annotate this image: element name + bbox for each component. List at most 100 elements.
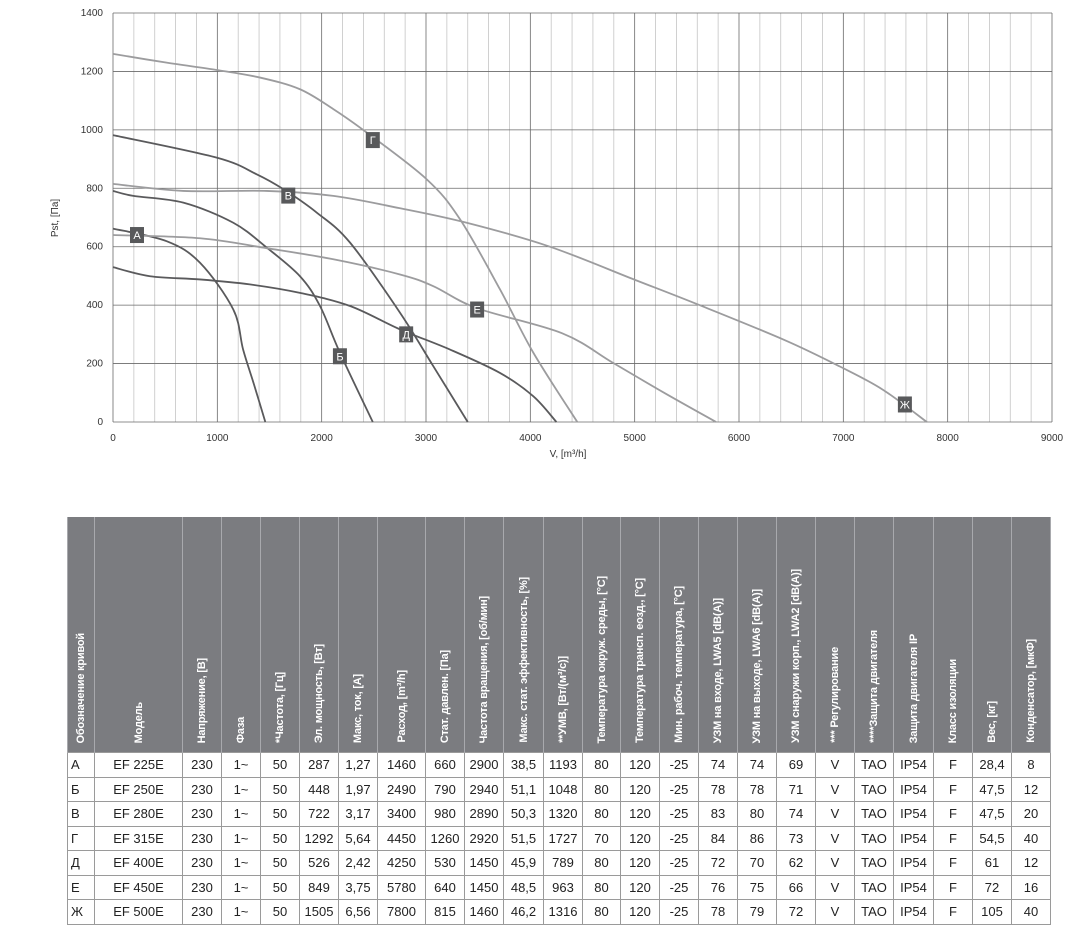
- table-cell: 230: [182, 776, 222, 802]
- y-tick-label: 200: [86, 359, 103, 370]
- curve-label: Д: [399, 326, 414, 343]
- table-cell: TAO: [854, 850, 894, 876]
- table-cell: 2920: [464, 825, 504, 851]
- table-cell: 1320: [543, 801, 583, 827]
- curve-label-text: Д: [402, 329, 410, 341]
- table-cell: EF 450E: [94, 874, 183, 900]
- x-tick-label: 3000: [415, 433, 438, 444]
- table-cell: В: [67, 801, 95, 827]
- table-cell: 448: [299, 776, 339, 802]
- column-header: **УМВ, [Вт/(м³/с)]: [543, 517, 583, 753]
- table-cell: IP54: [893, 801, 934, 827]
- table-cell: 1450: [464, 850, 504, 876]
- table-cell: 79: [737, 899, 777, 925]
- curve-label-text: Б: [336, 351, 343, 363]
- curves: [112, 53, 928, 423]
- curve-3: [112, 134, 469, 423]
- curve-label: Г: [365, 132, 380, 149]
- table-cell: 75: [737, 874, 777, 900]
- table-cell: 84: [698, 825, 738, 851]
- table-cell: 2900: [464, 752, 504, 778]
- table-cell: 1292: [299, 825, 339, 851]
- table-cell: Г: [67, 825, 95, 851]
- curve-label: В: [281, 187, 296, 204]
- table-cell: 105: [972, 899, 1012, 925]
- column-header-text: Макс, ток, [А]: [352, 673, 364, 743]
- x-tick-label: 6000: [728, 433, 751, 444]
- table-cell: TAO: [854, 776, 894, 802]
- curve-label-box: [897, 396, 912, 413]
- table-cell: 980: [425, 801, 465, 827]
- table-cell: 73: [776, 825, 816, 851]
- curve-5: [112, 266, 558, 423]
- y-tick-label: 400: [86, 300, 103, 311]
- x-tick-label: 7000: [832, 433, 855, 444]
- table-cell: 1260: [425, 825, 465, 851]
- table-cell: 1460: [464, 899, 504, 925]
- table-cell: 640: [425, 874, 465, 900]
- curve-label-box: [399, 326, 414, 343]
- curve-label-box: [129, 227, 144, 244]
- table-cell: 78: [698, 776, 738, 802]
- table-cell: 120: [620, 899, 660, 925]
- grid: [112, 12, 1053, 423]
- column-header-text: Защита двигателя IP: [907, 633, 920, 743]
- table-cell: 51,5: [503, 825, 544, 851]
- table-cell: 790: [425, 776, 465, 802]
- column-header: Защита двигателя IP: [893, 517, 934, 753]
- curve-label: Ж: [897, 396, 912, 413]
- table-cell: 789: [543, 850, 583, 876]
- table-cell: 120: [620, 776, 660, 802]
- column-header-text: Обозначение кривой: [75, 632, 87, 743]
- table-cell: 3,17: [338, 801, 378, 827]
- table-cell: IP54: [893, 776, 934, 802]
- table-cell: IP54: [893, 874, 934, 900]
- column-header-text: Расход, [m³/h]: [395, 670, 408, 743]
- table-cell: 815: [425, 899, 465, 925]
- table-cell: 12: [1011, 850, 1051, 876]
- column-header-text: *Частота, [Гц]: [274, 671, 286, 743]
- table-cell: EF 250E: [94, 776, 183, 802]
- table-cell: EF 315E: [94, 825, 183, 851]
- table-cell: 80: [582, 801, 621, 827]
- table-cell: 2,42: [338, 850, 378, 876]
- table-cell: 4450: [377, 825, 426, 851]
- column-header-text: **УМВ, [Вт/(м³/с)]: [557, 656, 569, 743]
- table-cell: 230: [182, 850, 222, 876]
- table-cell: Б: [67, 776, 95, 802]
- table-cell: 28,4: [972, 752, 1012, 778]
- table-cell: 50: [260, 801, 300, 827]
- table-cell: 2490: [377, 776, 426, 802]
- column-header-text: Напряжение, [В]: [196, 657, 208, 743]
- table-cell: 80: [582, 874, 621, 900]
- curve-labels: А Б В Г Д Е Ж: [129, 132, 912, 413]
- column-header: Расход, [m³/h]: [377, 517, 426, 753]
- table-cell: 1193: [543, 752, 583, 778]
- table-cell: 76: [698, 874, 738, 900]
- table-cell: 54,5: [972, 825, 1012, 851]
- table-cell: 50: [260, 825, 300, 851]
- y-tick-label: 1000: [81, 125, 104, 136]
- column-header-text: Стат. давлен. [Па]: [439, 649, 451, 743]
- table-cell: 50: [260, 752, 300, 778]
- curve-label-text: А: [133, 230, 141, 242]
- column-header-text: Модель: [132, 701, 145, 743]
- table-cell: EF 400E: [94, 850, 183, 876]
- table-cell: IP54: [893, 850, 934, 876]
- column-header-text: Эл. мощность, [Вт]: [313, 643, 325, 743]
- column-header: Класс изоляции: [933, 517, 973, 753]
- curve-label: А: [129, 227, 144, 244]
- table-cell: 1~: [221, 801, 261, 827]
- table-cell: 62: [776, 850, 816, 876]
- table-cell: 16: [1011, 874, 1051, 900]
- table-cell: F: [933, 850, 973, 876]
- column-header-text: Фаза: [235, 716, 247, 743]
- column-header-text: Температура окруж. среды, [°C]: [595, 575, 608, 743]
- table-cell: 2940: [464, 776, 504, 802]
- table-cell: 20: [1011, 801, 1051, 827]
- table-cell: 50: [260, 874, 300, 900]
- table-cell: -25: [659, 850, 699, 876]
- curve-label-box: [365, 132, 380, 149]
- table-cell: 963: [543, 874, 583, 900]
- table-cell: 5780: [377, 874, 426, 900]
